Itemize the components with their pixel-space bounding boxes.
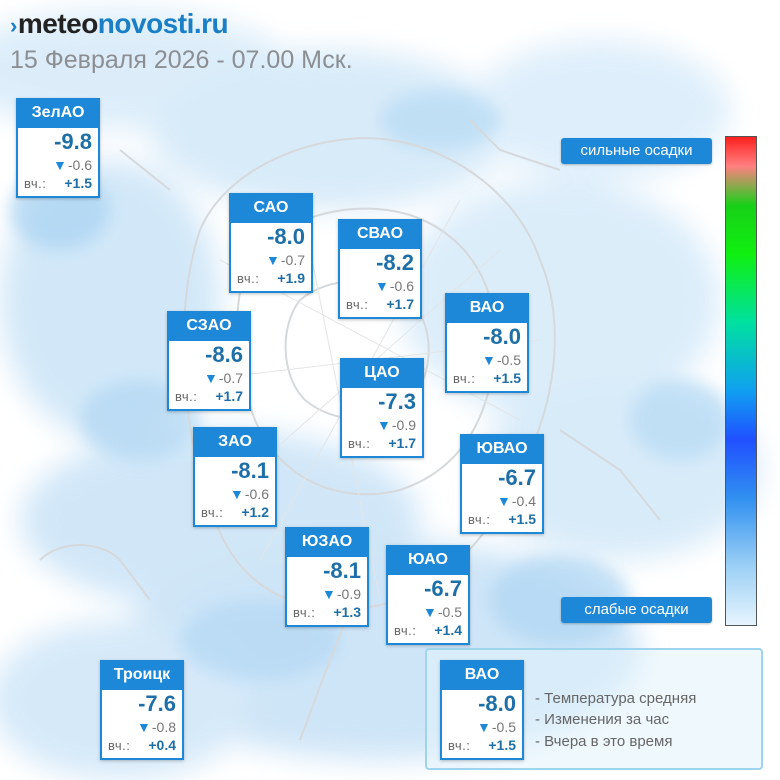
district-name: ВАО	[445, 293, 529, 323]
yesterday-value: +0.4	[148, 737, 176, 753]
district-temperature: -8.1	[323, 558, 361, 583]
district-card-cao[interactable]: ЦАО -7.3 ▼-0.9 вч.: +1.7	[340, 358, 424, 458]
hourly-change: ▼-0.7	[204, 370, 243, 386]
legend-line-yesterday: - Вчера в это время	[535, 733, 673, 750]
triangle-down-icon: ▼	[322, 586, 336, 602]
legend-line-change: - Изменения за час	[535, 711, 670, 728]
triangle-down-icon: ▼	[53, 157, 67, 173]
district-name: Троицк	[100, 660, 184, 690]
yesterday-label: вч.:	[348, 436, 371, 451]
triangle-down-icon: ▼	[477, 719, 491, 735]
yesterday-value: +1.5	[64, 175, 92, 191]
yesterday-value: +1.4	[434, 622, 462, 638]
hourly-change: ▼-0.5	[423, 604, 462, 620]
yesterday-label: вч.:	[237, 271, 260, 286]
yesterday-value: +1.9	[277, 270, 305, 286]
legend-sample-card: ВАО -8.0 ▼-0.5 вч.: +1.5	[440, 660, 524, 760]
logo-mark-icon: ›	[10, 13, 17, 38]
district-temperature: -6.7	[498, 465, 536, 490]
yesterday-label: вч.:	[448, 738, 471, 753]
legend-line-temperature: - Температура средняя	[535, 690, 697, 707]
district-card-zao[interactable]: ЗАО -8.1 ▼-0.6 вч.: +1.2	[193, 427, 277, 527]
triangle-down-icon: ▼	[204, 370, 218, 386]
district-name: ЗАО	[193, 427, 277, 457]
triangle-down-icon: ▼	[266, 252, 280, 268]
site-logo[interactable]: ›meteonovosti.ru	[10, 6, 353, 44]
district-temperature: -6.7	[424, 576, 462, 601]
yesterday-label: вч.:	[293, 605, 316, 620]
triangle-down-icon: ▼	[482, 352, 496, 368]
yesterday-label: вч.:	[175, 389, 198, 404]
district-temperature: -8.0	[483, 324, 521, 349]
district-card-sao[interactable]: САО -8.0 ▼-0.7 вч.: +1.9	[229, 193, 313, 293]
triangle-down-icon: ▼	[423, 604, 437, 620]
hourly-change: ▼-0.6	[230, 486, 269, 502]
logo-text-part1: meteo	[17, 8, 98, 39]
district-name: ЦАО	[340, 358, 424, 388]
yesterday-value: +1.7	[215, 388, 243, 404]
district-temperature: -8.6	[205, 342, 243, 367]
triangle-down-icon: ▼	[375, 278, 389, 294]
district-name: ЗелАО	[16, 98, 100, 128]
district-name: ЮАО	[386, 545, 470, 575]
date-time-subtitle: 15 Февраля 2026 - 07.00 Мск.	[10, 46, 353, 74]
district-name: САО	[229, 193, 313, 223]
triangle-down-icon: ▼	[377, 417, 391, 433]
yesterday-value: +1.7	[386, 296, 414, 312]
district-temperature: -8.0	[267, 224, 305, 249]
yesterday-label: вч.:	[468, 512, 491, 527]
hourly-change: ▼-0.9	[377, 417, 416, 433]
yesterday-value: +1.2	[241, 504, 269, 520]
district-card-yuzao[interactable]: ЮЗАО -8.1 ▼-0.9 вч.: +1.3	[285, 527, 369, 627]
yesterday-label: вч.:	[453, 371, 476, 386]
district-temperature: -8.1	[231, 458, 269, 483]
hourly-change: ▼-0.6	[375, 278, 414, 294]
yesterday-value: +1.3	[333, 604, 361, 620]
hourly-change: ▼-0.4	[497, 493, 536, 509]
district-card-yuao[interactable]: ЮАО -6.7 ▼-0.5 вч.: +1.4	[386, 545, 470, 645]
district-name: СЗАО	[167, 311, 251, 341]
yesterday-label: вч.:	[201, 505, 224, 520]
district-temperature: -8.2	[376, 250, 414, 275]
triangle-down-icon: ▼	[137, 719, 151, 735]
yesterday-value: +1.7	[388, 435, 416, 451]
yesterday-label: вч.:	[24, 176, 47, 191]
district-temperature: -8.0	[478, 691, 516, 716]
district-name: ЮВАО	[460, 434, 544, 464]
district-temperature: -9.8	[54, 129, 92, 154]
district-temperature: -7.3	[378, 389, 416, 414]
district-card-troitsk[interactable]: Троицк -7.6 ▼-0.8 вч.: +0.4	[100, 660, 184, 760]
logo-text-part2: novosti.ru	[97, 8, 229, 39]
hourly-change: ▼-0.8	[137, 719, 176, 735]
yesterday-value: +1.5	[488, 737, 516, 753]
district-name: ВАО	[440, 660, 524, 690]
district-card-yuvao[interactable]: ЮВАО -6.7 ▼-0.4 вч.: +1.5	[460, 434, 544, 534]
header: ›meteonovosti.ru 15 Февраля 2026 - 07.00…	[10, 6, 353, 75]
yesterday-label: вч.:	[108, 738, 131, 753]
yesterday-value: +1.5	[493, 370, 521, 386]
hourly-change: ▼-0.5	[477, 719, 516, 735]
district-name: ЮЗАО	[285, 527, 369, 557]
precipitation-scale-bar	[725, 136, 757, 626]
weak-precipitation-label: слабые осадки	[561, 597, 712, 623]
hourly-change: ▼-0.9	[322, 586, 361, 602]
triangle-down-icon: ▼	[230, 486, 244, 502]
district-card-svao[interactable]: СВАО -8.2 ▼-0.6 вч.: +1.7	[338, 219, 422, 319]
hourly-change: ▼-0.5	[482, 352, 521, 368]
yesterday-label: вч.:	[394, 623, 417, 638]
triangle-down-icon: ▼	[497, 493, 511, 509]
yesterday-label: вч.:	[346, 297, 369, 312]
district-name: СВАО	[338, 219, 422, 249]
yesterday-value: +1.5	[508, 511, 536, 527]
hourly-change: ▼-0.6	[53, 157, 92, 173]
district-card-szao[interactable]: СЗАО -8.6 ▼-0.7 вч.: +1.7	[167, 311, 251, 411]
district-card-vao[interactable]: ВАО -8.0 ▼-0.5 вч.: +1.5	[445, 293, 529, 393]
district-card-zelao[interactable]: ЗелАО -9.8 ▼-0.6 вч.: +1.5	[16, 98, 100, 198]
strong-precipitation-label: сильные осадки	[561, 138, 712, 164]
district-temperature: -7.6	[138, 691, 176, 716]
hourly-change: ▼-0.7	[266, 252, 305, 268]
